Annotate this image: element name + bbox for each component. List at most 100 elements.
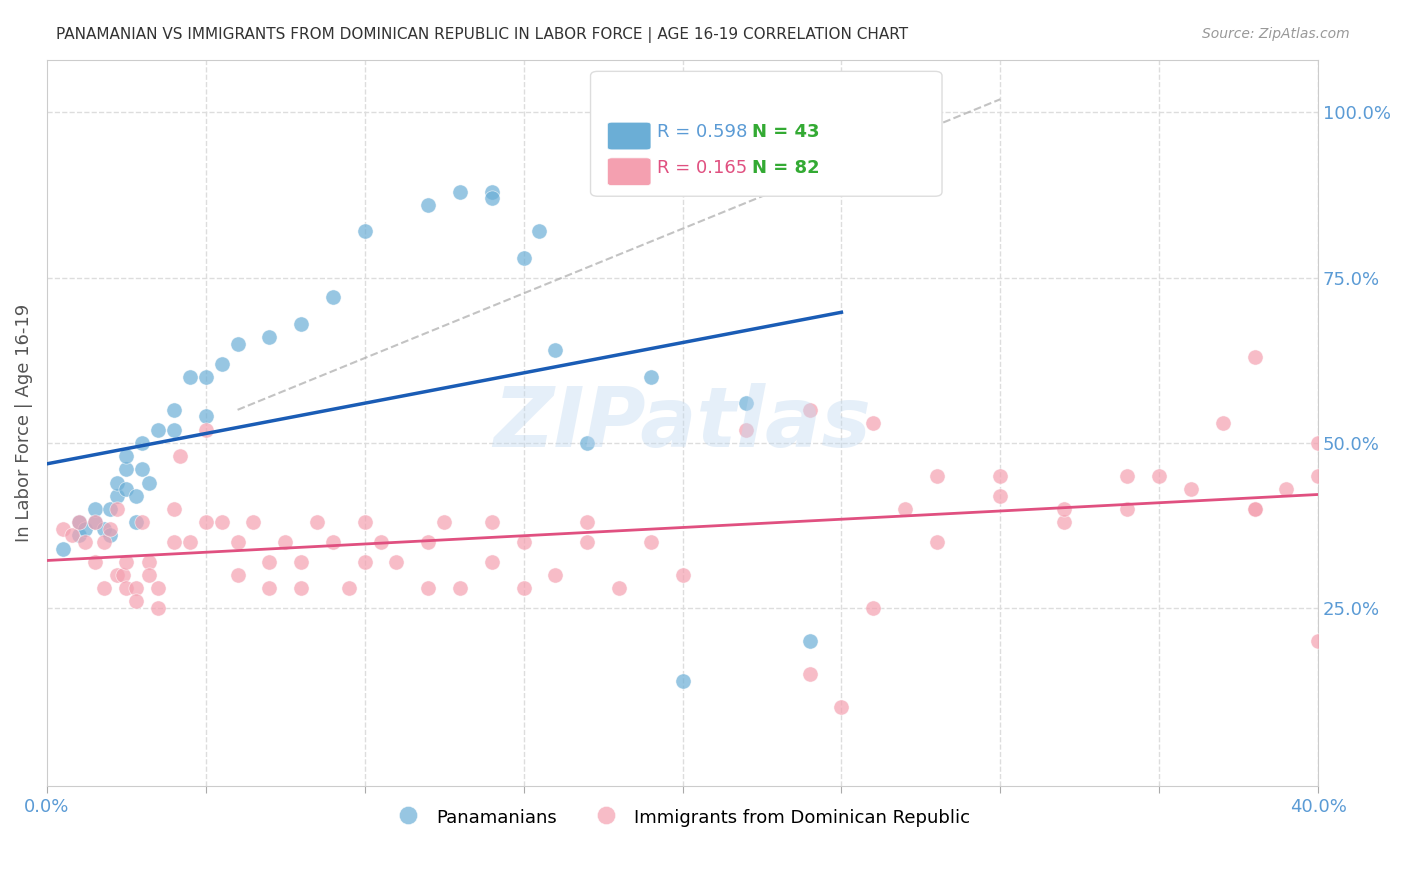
Panamanians xyxy=(115,449,138,463)
Immigrants from Dominican Republic xyxy=(194,423,217,437)
Text: R = 0.598: R = 0.598 xyxy=(657,123,747,141)
Panamanians xyxy=(512,251,534,265)
Immigrants from Dominican Republic xyxy=(138,555,160,569)
Panamanians xyxy=(671,673,693,688)
Immigrants from Dominican Republic xyxy=(1243,350,1265,364)
Panamanians xyxy=(125,515,148,529)
Immigrants from Dominican Republic xyxy=(1180,482,1202,496)
Immigrants from Dominican Republic xyxy=(73,535,96,549)
Immigrants from Dominican Republic xyxy=(481,555,503,569)
Panamanians xyxy=(115,462,138,476)
Immigrants from Dominican Republic xyxy=(1053,502,1076,516)
Immigrants from Dominican Republic xyxy=(67,515,90,529)
Immigrants from Dominican Republic xyxy=(83,515,105,529)
Immigrants from Dominican Republic xyxy=(735,423,758,437)
Immigrants from Dominican Republic xyxy=(1116,502,1139,516)
Immigrants from Dominican Republic xyxy=(93,535,115,549)
Immigrants from Dominican Republic xyxy=(163,502,186,516)
Panamanians xyxy=(290,317,312,331)
Text: N = 43: N = 43 xyxy=(752,123,820,141)
Panamanians xyxy=(194,369,217,384)
Immigrants from Dominican Republic xyxy=(449,581,471,595)
Panamanians xyxy=(125,489,148,503)
Panamanians xyxy=(100,502,122,516)
Immigrants from Dominican Republic xyxy=(105,568,128,582)
Immigrants from Dominican Republic xyxy=(481,515,503,529)
Immigrants from Dominican Republic xyxy=(576,515,599,529)
Panamanians xyxy=(93,522,115,536)
Panamanians xyxy=(194,409,217,424)
Panamanians xyxy=(138,475,160,490)
Panamanians xyxy=(418,198,440,212)
Immigrants from Dominican Republic xyxy=(179,535,201,549)
Panamanians xyxy=(544,343,567,358)
Immigrants from Dominican Republic xyxy=(290,555,312,569)
Legend: Panamanians, Immigrants from Dominican Republic: Panamanians, Immigrants from Dominican R… xyxy=(387,799,977,836)
Panamanians xyxy=(799,634,821,648)
Immigrants from Dominican Republic xyxy=(862,601,884,615)
Panamanians xyxy=(67,528,90,542)
Immigrants from Dominican Republic xyxy=(226,535,249,549)
Panamanians xyxy=(115,482,138,496)
Immigrants from Dominican Republic xyxy=(353,555,375,569)
Panamanians xyxy=(105,489,128,503)
Panamanians xyxy=(735,396,758,410)
Immigrants from Dominican Republic xyxy=(1116,469,1139,483)
Panamanians xyxy=(100,528,122,542)
Immigrants from Dominican Republic xyxy=(1053,515,1076,529)
Panamanians xyxy=(163,402,186,417)
Immigrants from Dominican Republic xyxy=(1243,502,1265,516)
Panamanians xyxy=(67,515,90,529)
Immigrants from Dominican Republic xyxy=(100,522,122,536)
Text: R = 0.165: R = 0.165 xyxy=(657,159,747,177)
Immigrants from Dominican Republic xyxy=(799,667,821,681)
Panamanians xyxy=(640,369,662,384)
Immigrants from Dominican Republic xyxy=(671,568,693,582)
Immigrants from Dominican Republic xyxy=(131,515,153,529)
Immigrants from Dominican Republic xyxy=(322,535,344,549)
Immigrants from Dominican Republic xyxy=(125,581,148,595)
Panamanians xyxy=(73,522,96,536)
Immigrants from Dominican Republic xyxy=(544,568,567,582)
Immigrants from Dominican Republic xyxy=(259,555,281,569)
Immigrants from Dominican Republic xyxy=(512,535,534,549)
Immigrants from Dominican Republic xyxy=(418,535,440,549)
Panamanians xyxy=(83,502,105,516)
Immigrants from Dominican Republic xyxy=(60,528,83,542)
Immigrants from Dominican Republic xyxy=(640,535,662,549)
Immigrants from Dominican Republic xyxy=(512,581,534,595)
Immigrants from Dominican Republic xyxy=(93,581,115,595)
Immigrants from Dominican Republic xyxy=(1275,482,1298,496)
Text: ZIPatlas: ZIPatlas xyxy=(494,383,872,464)
Immigrants from Dominican Republic xyxy=(1243,502,1265,516)
Immigrants from Dominican Republic xyxy=(1308,469,1330,483)
Panamanians xyxy=(131,435,153,450)
Immigrants from Dominican Republic xyxy=(1147,469,1170,483)
Immigrants from Dominican Republic xyxy=(576,535,599,549)
Immigrants from Dominican Republic xyxy=(418,581,440,595)
Panamanians xyxy=(449,185,471,199)
Immigrants from Dominican Republic xyxy=(305,515,328,529)
Panamanians xyxy=(481,185,503,199)
Panamanians xyxy=(529,224,551,238)
Immigrants from Dominican Republic xyxy=(115,555,138,569)
Panamanians xyxy=(163,423,186,437)
Immigrants from Dominican Republic xyxy=(607,581,630,595)
Immigrants from Dominican Republic xyxy=(169,449,191,463)
Immigrants from Dominican Republic xyxy=(862,416,884,430)
Immigrants from Dominican Republic xyxy=(112,568,135,582)
Text: PANAMANIAN VS IMMIGRANTS FROM DOMINICAN REPUBLIC IN LABOR FORCE | AGE 16-19 CORR: PANAMANIAN VS IMMIGRANTS FROM DOMINICAN … xyxy=(56,27,908,43)
Immigrants from Dominican Republic xyxy=(1308,634,1330,648)
Panamanians xyxy=(322,291,344,305)
Text: N = 82: N = 82 xyxy=(752,159,820,177)
Panamanians xyxy=(226,336,249,351)
Immigrants from Dominican Republic xyxy=(115,581,138,595)
Immigrants from Dominican Republic xyxy=(52,522,75,536)
Immigrants from Dominican Republic xyxy=(138,568,160,582)
Panamanians xyxy=(146,423,169,437)
Immigrants from Dominican Republic xyxy=(385,555,408,569)
Immigrants from Dominican Republic xyxy=(194,515,217,529)
Immigrants from Dominican Republic xyxy=(146,581,169,595)
Immigrants from Dominican Republic xyxy=(337,581,360,595)
Immigrants from Dominican Republic xyxy=(242,515,264,529)
